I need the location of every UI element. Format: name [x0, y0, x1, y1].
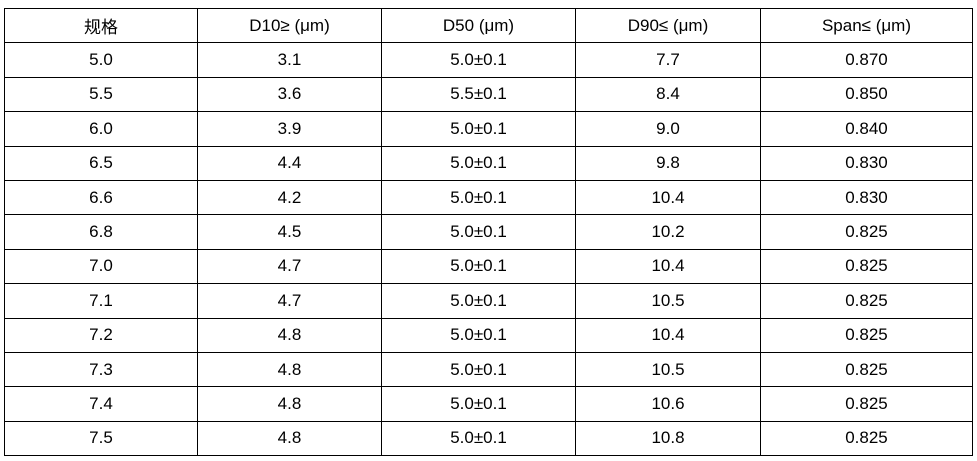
table-cell: 4.2 [197, 179, 382, 216]
header-cell: D90≤ (μm) [575, 7, 761, 44]
table-cell: 3.9 [197, 111, 382, 147]
table-cell: 5.0 [4, 42, 198, 78]
table-cell: 7.2 [4, 317, 198, 353]
table-row: 6.8 4.5 5.0±0.1 10.2 0.825 [4, 214, 973, 250]
table-cell: 7.4 [4, 386, 198, 422]
table-cell: 4.4 [197, 145, 382, 181]
header-cell: D10≥ (μm) [197, 7, 382, 44]
table-cell: 5.0±0.1 [381, 386, 576, 422]
table-cell: 0.825 [760, 214, 973, 250]
table-cell: 6.8 [4, 214, 198, 250]
table-cell: 0.830 [760, 145, 973, 181]
table-cell: 0.825 [760, 386, 973, 422]
table-cell: 10.5 [575, 283, 761, 319]
table-cell: 0.850 [760, 76, 973, 113]
table-cell: 9.0 [575, 111, 761, 147]
table-row: 7.1 4.7 5.0±0.1 10.5 0.825 [4, 283, 973, 319]
spec-table: 规格 D10≥ (μm) D50 (μm) D90≤ (μm) Span≤ (μm) 5… [4, 7, 973, 457]
table-cell: 10.2 [575, 214, 761, 250]
header-cell: Span≤ (μm) [760, 7, 973, 44]
table-cell: 3.1 [197, 42, 382, 78]
table-cell: 5.0±0.1 [381, 420, 576, 457]
table-cell: 10.5 [575, 351, 761, 388]
table-row: 7.0 4.7 5.0±0.1 10.4 0.825 [4, 248, 973, 285]
table-cell: 4.7 [197, 248, 382, 285]
table-cell: 5.0±0.1 [381, 317, 576, 353]
table-cell: 0.830 [760, 179, 973, 216]
table-row: 7.4 4.8 5.0±0.1 10.6 0.825 [4, 386, 973, 422]
table-cell: 5.0±0.1 [381, 248, 576, 285]
table-row: 7.5 4.8 5.0±0.1 10.8 0.825 [4, 420, 973, 457]
table-cell: 4.7 [197, 283, 382, 319]
table-cell: 4.8 [197, 420, 382, 457]
table-cell: 5.0±0.1 [381, 145, 576, 181]
table-cell: 7.1 [4, 283, 198, 319]
table-cell: 10.4 [575, 179, 761, 216]
table-cell: 5.0±0.1 [381, 42, 576, 78]
table-cell: 5.0±0.1 [381, 111, 576, 147]
table-cell: 10.8 [575, 420, 761, 457]
table-cell: 10.6 [575, 386, 761, 422]
table-cell: 5.0±0.1 [381, 214, 576, 250]
table-cell: 0.840 [760, 111, 973, 147]
table-cell: 0.825 [760, 283, 973, 319]
header-cell: 规格 [4, 7, 198, 44]
table-cell: 0.825 [760, 248, 973, 285]
table-cell: 9.8 [575, 145, 761, 181]
table-cell: 8.4 [575, 76, 761, 113]
table-cell: 0.825 [760, 420, 973, 457]
table-cell: 5.0±0.1 [381, 351, 576, 388]
table-row: 7.2 4.8 5.0±0.1 10.4 0.825 [4, 317, 973, 353]
table-cell: 0.870 [760, 42, 973, 78]
table-cell: 5.0±0.1 [381, 179, 576, 216]
table-cell: 6.0 [4, 111, 198, 147]
table-cell: 7.0 [4, 248, 198, 285]
header-row: 规格 D10≥ (μm) D50 (μm) D90≤ (μm) Span≤ (μm) [4, 7, 973, 44]
table-cell: 7.3 [4, 351, 198, 388]
table-cell: 0.825 [760, 351, 973, 388]
table-cell: 4.8 [197, 386, 382, 422]
table-row: 6.6 4.2 5.0±0.1 10.4 0.830 [4, 179, 973, 216]
table-row: 6.5 4.4 5.0±0.1 9.8 0.830 [4, 145, 973, 181]
table-cell: 5.5 [4, 76, 198, 113]
table-cell: 10.4 [575, 248, 761, 285]
table-cell: 10.4 [575, 317, 761, 353]
table-cell: 4.8 [197, 351, 382, 388]
page: 规格 D10≥ (μm) D50 (μm) D90≤ (μm) Span≤ (μm) 5… [4, 7, 973, 457]
table-cell: 7.5 [4, 420, 198, 457]
table-cell: 3.6 [197, 76, 382, 113]
table-row: 5.0 3.1 5.0±0.1 7.7 0.870 [4, 42, 973, 78]
table-row: 5.5 3.6 5.5±0.1 8.4 0.850 [4, 76, 973, 113]
table-cell: 4.5 [197, 214, 382, 250]
table-cell: 6.6 [4, 179, 198, 216]
table-row: 7.3 4.8 5.0±0.1 10.5 0.825 [4, 351, 973, 388]
table-cell: 4.8 [197, 317, 382, 353]
table-cell: 5.0±0.1 [381, 283, 576, 319]
table-cell: 6.5 [4, 145, 198, 181]
table-cell: 5.5±0.1 [381, 76, 576, 113]
table-cell: 0.825 [760, 317, 973, 353]
table-row: 6.0 3.9 5.0±0.1 9.0 0.840 [4, 111, 973, 147]
header-cell: D50 (μm) [381, 7, 576, 44]
table-cell: 7.7 [575, 42, 761, 78]
